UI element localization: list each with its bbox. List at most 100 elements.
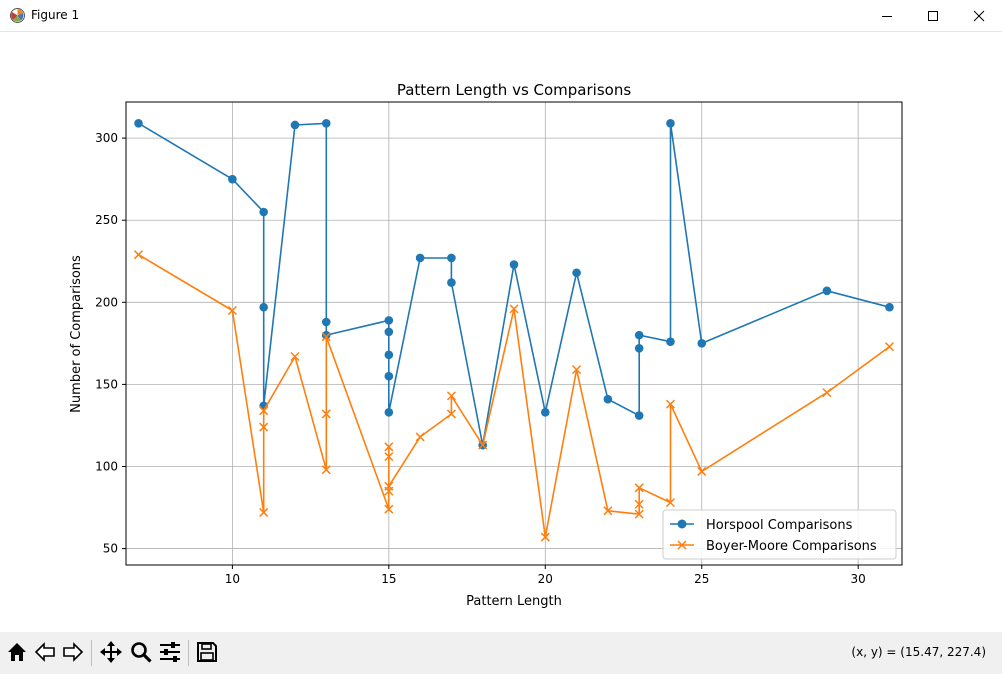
- data-point: [634, 509, 644, 519]
- data-point: [446, 409, 456, 419]
- data-point: [697, 466, 707, 476]
- configure-subplots-button[interactable]: [156, 638, 184, 666]
- series-boyer-moore: [133, 250, 895, 542]
- data-point: [415, 253, 425, 263]
- data-point: [540, 532, 550, 542]
- y-tick-label: 300: [95, 131, 118, 145]
- data-point: [822, 286, 832, 296]
- data-point: [447, 253, 456, 263]
- x-tick-label: 30: [851, 572, 866, 586]
- data-point: [666, 337, 675, 347]
- data-point: [478, 440, 488, 450]
- data-point: [259, 207, 268, 217]
- cursor-coordinates: (x, y) = (15.47, 227.4): [851, 645, 986, 659]
- data-point: [321, 317, 331, 327]
- data-point: [384, 371, 394, 381]
- data-point: [384, 316, 394, 325]
- tick-layer: 10 15 20 25 30 50 100 150 200 250 300: [95, 131, 866, 586]
- data-point: [321, 330, 331, 340]
- minimize-icon: [882, 15, 892, 17]
- data-point: [384, 442, 394, 452]
- x-axis-label: Pattern Length: [466, 594, 562, 609]
- y-tick-label: 100: [95, 459, 118, 473]
- back-icon: [34, 642, 55, 662]
- legend-marker-horspool: [677, 519, 687, 529]
- y-axis-label: Number of Comparisons: [69, 255, 84, 413]
- data-point: [384, 350, 394, 360]
- pan-icon: [100, 641, 122, 663]
- figure-canvas[interactable]: 10 15 20 25 30 50 100 150 200 250 300 Pattern Leng…: [0, 32, 1002, 630]
- data-point: [384, 481, 394, 491]
- data-point: [634, 343, 644, 353]
- navigation-toolbar: (x, y) = (15.47, 227.4): [0, 632, 1002, 674]
- maximize-button[interactable]: [910, 0, 956, 31]
- y-tick-label: 250: [95, 213, 118, 227]
- data-point: [603, 506, 613, 516]
- data-point: [572, 365, 582, 375]
- data-point: [415, 432, 425, 442]
- configure-subplots-icon: [160, 642, 180, 662]
- y-tick-label: 50: [103, 542, 118, 556]
- data-point: [603, 394, 613, 404]
- data-point: [259, 507, 269, 517]
- data-point: [634, 499, 644, 509]
- chart-title: Pattern Length vs Comparisons: [397, 81, 632, 99]
- data-point: [822, 388, 832, 398]
- data-point: [321, 465, 331, 475]
- x-tick-label: 15: [381, 572, 396, 586]
- forward-button[interactable]: [59, 638, 87, 666]
- data-point: [634, 411, 644, 420]
- grid-lines: [126, 102, 902, 565]
- save-button[interactable]: [193, 638, 221, 666]
- data-point: [228, 174, 237, 184]
- data-point: [509, 260, 519, 269]
- data-point: [447, 278, 456, 287]
- toolbar-separator: [188, 640, 189, 666]
- data-point: [321, 119, 331, 128]
- data-point: [666, 119, 675, 128]
- legend: Horspool Comparisons Boyer-Moore Compari…: [662, 509, 897, 560]
- series-horspool: [134, 119, 894, 450]
- data-point: [634, 330, 644, 340]
- data-point: [321, 332, 331, 342]
- zoom-button[interactable]: [127, 638, 155, 666]
- zoom-icon: [131, 642, 152, 663]
- close-icon: [973, 10, 985, 21]
- x-tick-label: 25: [694, 572, 709, 586]
- maximize-icon: [928, 10, 938, 21]
- close-button[interactable]: [956, 0, 1002, 31]
- data-point: [321, 409, 331, 419]
- minimize-button[interactable]: [864, 0, 910, 31]
- data-point: [384, 504, 394, 514]
- save-icon: [197, 642, 217, 662]
- legend-marker-boyer-moore: [677, 540, 687, 550]
- axes-frame: [125, 101, 903, 566]
- matplotlib-app-icon: [10, 8, 25, 23]
- series-layer: [133, 119, 895, 542]
- home-button[interactable]: [3, 638, 31, 666]
- pan-button[interactable]: [97, 638, 125, 666]
- legend-label-boyer-moore: Boyer-Moore Comparisons: [706, 539, 877, 554]
- data-point: [290, 120, 300, 130]
- data-point: [446, 391, 456, 401]
- data-point: [259, 406, 269, 416]
- data-point: [259, 302, 268, 312]
- data-point: [227, 305, 237, 316]
- y-tick-label: 200: [95, 295, 118, 309]
- data-point: [540, 408, 550, 417]
- x-tick-label: 10: [225, 572, 240, 586]
- chart: 10 15 20 25 30 50 100 150 200 250 300 Pattern Leng…: [69, 81, 903, 609]
- y-tick-label: 150: [95, 377, 118, 391]
- legend-box: [662, 509, 897, 560]
- data-point: [290, 351, 300, 362]
- data-point: [572, 268, 581, 278]
- series-line: [138, 254, 890, 538]
- back-button[interactable]: [31, 638, 59, 666]
- data-point: [665, 498, 675, 508]
- title-bar: Figure 1: [0, 0, 1002, 32]
- data-point: [133, 250, 144, 260]
- data-point: [259, 422, 269, 432]
- data-point: [634, 483, 644, 493]
- data-point: [384, 408, 394, 417]
- home-icon: [8, 643, 26, 661]
